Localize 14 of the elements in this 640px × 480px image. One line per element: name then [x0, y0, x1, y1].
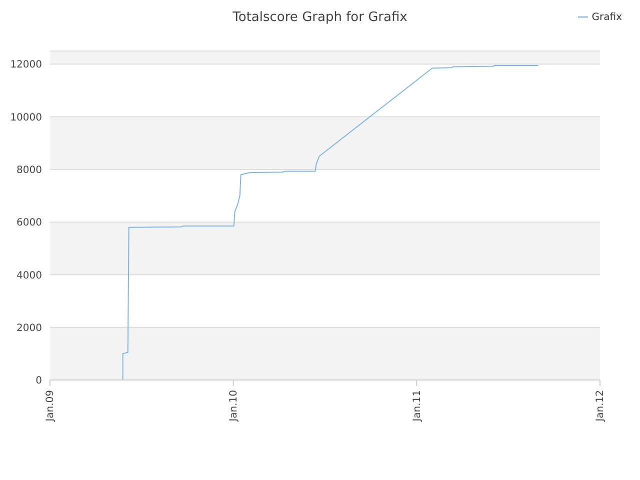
y-tick-label: 8000	[16, 164, 42, 176]
y-tick-label: 12000	[10, 60, 42, 71]
chart-title: Totalscore Graph for Grafix	[232, 10, 408, 25]
x-tick-label: Jan.11	[412, 390, 423, 422]
y-tick-label: 6000	[16, 218, 42, 229]
line-series	[122, 64, 539, 380]
x-tick-label: Jan.09	[45, 390, 56, 422]
legend-label: Grafix	[592, 12, 622, 23]
y-tick-label: 4000	[16, 270, 42, 282]
y-tick-label: 2000	[16, 322, 42, 334]
y-tick-label: 0	[36, 376, 42, 387]
x-tick-label: Jan.10	[228, 390, 240, 422]
y-tick-label: 10000	[10, 112, 42, 124]
x-tick-label: Jan.12	[595, 390, 606, 422]
